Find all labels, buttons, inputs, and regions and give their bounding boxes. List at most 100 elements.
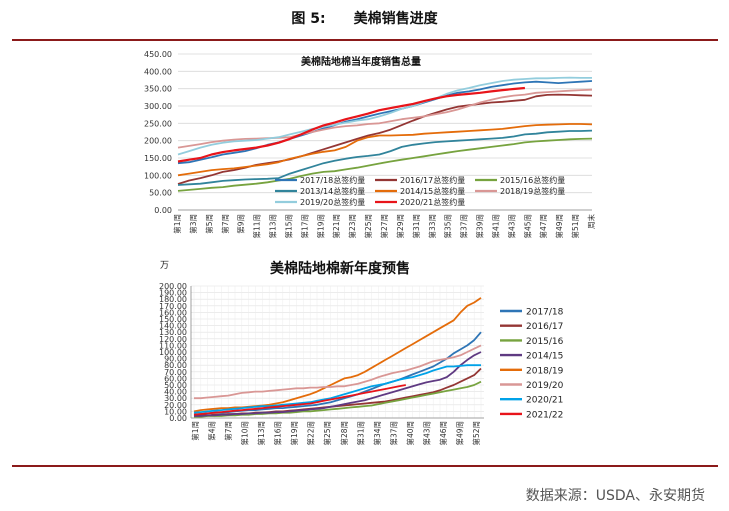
legend-label: 2013/14总签约量 xyxy=(300,186,365,196)
x-tick-label: 第17周 xyxy=(299,214,309,239)
x-tick-label: 第15周 xyxy=(283,214,293,239)
y-tick-label: 50.00 xyxy=(149,189,172,198)
x-tick-label: 第35周 xyxy=(443,214,453,239)
y-tick-label: 100.00 xyxy=(159,348,187,357)
y-tick-label: 300.00 xyxy=(144,102,172,111)
chart1-title: 美棉陆地棉当年度销售总量 xyxy=(301,55,421,68)
series-line-2020/21 xyxy=(193,364,481,414)
legend-label: 2014/15总签约量 xyxy=(400,186,465,196)
data-source: 数据来源：USDA、永安期货 xyxy=(525,488,705,504)
x-tick-label: 第49周 xyxy=(554,214,564,239)
x-tick-label: 第40周 xyxy=(405,421,415,446)
y-tick-label: 70.00 xyxy=(164,368,187,377)
x-tick-label: 第1周 xyxy=(172,214,182,234)
x-tick-label: 第33周 xyxy=(427,214,437,239)
x-tick-label: 第51周 xyxy=(570,214,580,239)
y-tick-label: 110.00 xyxy=(159,341,187,350)
y-tick-label: 180.00 xyxy=(159,295,187,304)
figure-caption: 美棉销售进度 xyxy=(353,11,438,27)
series-line-2015/16总签约量 xyxy=(177,137,593,192)
series-line-2020/21总签约量 xyxy=(177,86,525,163)
y-tick-label: 190.00 xyxy=(159,289,187,298)
x-tick-label: 第25周 xyxy=(363,214,373,239)
x-tick-label: 第21周 xyxy=(331,214,341,239)
legend-label: 2017/18总签约量 xyxy=(300,175,365,185)
x-tick-label: 第37周 xyxy=(459,214,469,239)
x-tick-label: 第34周 xyxy=(372,421,382,446)
y-tick-label: 200.00 xyxy=(144,137,172,146)
y-tick-label: 170.00 xyxy=(159,302,187,311)
y-tick-label: 160.00 xyxy=(159,308,187,317)
y-tick-label: 130.00 xyxy=(159,328,187,337)
x-tick-label: 第7周 xyxy=(220,214,230,234)
x-tick-label: 第37周 xyxy=(388,421,398,446)
y-tick-label: 140.00 xyxy=(159,322,187,331)
x-tick-label: 第3周 xyxy=(188,214,198,234)
x-tick-label: 周末 xyxy=(586,214,596,229)
x-tick-label: 第7周 xyxy=(223,421,233,441)
chart-new-crop-presales: 美棉陆地棉新年度预售 万 0.0010.0020.0030.0040.0050.00… xyxy=(159,260,564,446)
y-tick-label: 150.00 xyxy=(159,315,187,324)
chart-total-sales: 美棉陆地棉当年度销售总量 0.00 50.00 100.00 150.00 200.00 2… xyxy=(144,50,596,239)
x-tick-label: 第45周 xyxy=(522,214,532,239)
y-tick-label: 30.00 xyxy=(164,394,187,403)
legend-label: 2020/21总签约量 xyxy=(400,197,465,207)
legend-label: 2015/16 xyxy=(526,337,564,347)
y-tick-label: 0.00 xyxy=(154,206,172,215)
x-tick-label: 第46周 xyxy=(438,421,448,446)
x-tick-label: 第11周 xyxy=(252,214,262,239)
x-tick-label: 第31周 xyxy=(355,421,365,446)
legend-label: 2016/17总签约量 xyxy=(400,175,465,185)
top-rule xyxy=(12,39,718,41)
legend-label: 2019/20 xyxy=(526,381,564,391)
legend-label: 2019/20总签约量 xyxy=(300,197,365,207)
x-tick-label: 第23周 xyxy=(347,214,357,239)
x-tick-label: 第39周 xyxy=(475,214,485,239)
y-tick-label: 120.00 xyxy=(159,335,187,344)
x-tick-label: 第13周 xyxy=(256,421,266,446)
x-tick-label: 第19周 xyxy=(289,421,299,446)
x-tick-label: 第41周 xyxy=(490,214,500,239)
x-tick-label: 第22周 xyxy=(306,421,316,446)
y-tick-label: 80.00 xyxy=(164,361,187,370)
legend-label: 2020/21 xyxy=(526,396,563,406)
x-tick-label: 第4周 xyxy=(207,421,217,441)
legend-label: 2014/15 xyxy=(526,352,563,362)
x-tick-label: 第43周 xyxy=(421,421,431,446)
y-tick-label: 10.00 xyxy=(164,407,187,416)
y-tick-label: 60.00 xyxy=(164,374,187,383)
y-tick-label: 150.00 xyxy=(144,154,172,163)
series-line-2021/22 xyxy=(193,384,406,416)
x-tick-label: 第52周 xyxy=(471,421,481,446)
y-tick-label: 50.00 xyxy=(164,381,187,390)
x-tick-label: 第5周 xyxy=(204,214,214,234)
figure-number: 图 5: xyxy=(291,11,326,27)
x-tick-label: 第1周 xyxy=(190,421,200,441)
legend-label: 2016/17 xyxy=(526,322,563,332)
y-tick-label: 250.00 xyxy=(144,119,172,128)
x-tick-label: 第27周 xyxy=(379,214,389,239)
y-tick-label: 450.00 xyxy=(144,50,172,59)
x-tick-label: 第49周 xyxy=(454,421,464,446)
series-line-2018/19总签约量 xyxy=(177,88,593,149)
chart2-title: 美棉陆地棉新年度预售 xyxy=(270,260,410,277)
series-line-2014/15 xyxy=(194,351,482,417)
figure-title: 图 5: 美棉销售进度 xyxy=(0,8,729,28)
x-tick-label: 第28周 xyxy=(339,421,349,446)
y-tick-label: 20.00 xyxy=(164,401,187,410)
x-tick-label: 第16周 xyxy=(273,421,283,446)
legend-label: 2021/22 xyxy=(526,410,563,420)
y-tick-label: 0.00 xyxy=(169,414,187,423)
legend-label: 2017/18 xyxy=(526,308,564,318)
x-tick-label: 第9周 xyxy=(236,214,246,234)
x-tick-label: 第10周 xyxy=(240,421,250,446)
x-tick-label: 第19周 xyxy=(315,214,325,239)
y-tick-label: 350.00 xyxy=(144,85,172,94)
y-tick-label: 200.00 xyxy=(159,282,187,291)
series-line-2013/14总签约量 xyxy=(177,129,593,186)
x-tick-label: 第43周 xyxy=(506,214,516,239)
y-axis-unit: 万 xyxy=(160,261,169,271)
series-line-2019/20总签约量 xyxy=(177,76,592,156)
y-tick-label: 90.00 xyxy=(164,355,187,364)
legend-label: 2015/16总签约量 xyxy=(500,175,565,185)
